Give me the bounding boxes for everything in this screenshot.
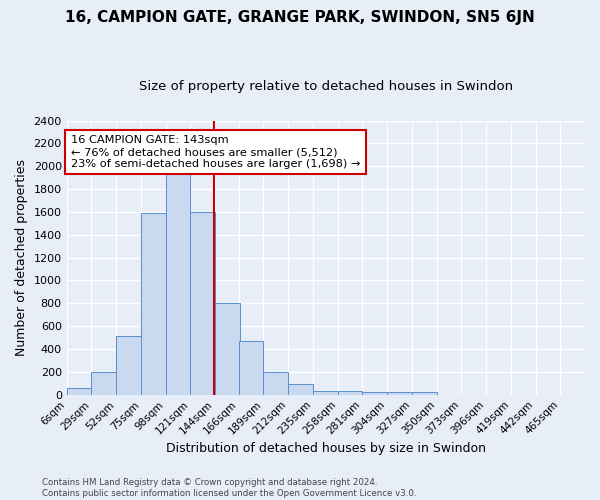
Bar — [263, 372, 288, 394]
Bar — [166, 172, 190, 394]
X-axis label: Distribution of detached houses by size in Swindon: Distribution of detached houses by size … — [166, 442, 486, 455]
Text: Contains HM Land Registry data © Crown copyright and database right 2024.
Contai: Contains HM Land Registry data © Crown c… — [42, 478, 416, 498]
Bar — [91, 372, 116, 394]
Bar — [116, 336, 141, 394]
Bar — [412, 392, 437, 394]
Y-axis label: Number of detached properties: Number of detached properties — [15, 159, 28, 356]
Bar — [313, 390, 338, 394]
Bar — [362, 392, 387, 394]
Bar — [190, 212, 215, 394]
Text: 16, CAMPION GATE, GRANGE PARK, SWINDON, SN5 6JN: 16, CAMPION GATE, GRANGE PARK, SWINDON, … — [65, 10, 535, 25]
Bar — [141, 213, 166, 394]
Bar — [67, 388, 91, 394]
Title: Size of property relative to detached houses in Swindon: Size of property relative to detached ho… — [139, 80, 513, 93]
Bar — [239, 341, 263, 394]
Bar — [215, 304, 240, 394]
Bar — [338, 390, 362, 394]
Text: 16 CAMPION GATE: 143sqm
← 76% of detached houses are smaller (5,512)
23% of semi: 16 CAMPION GATE: 143sqm ← 76% of detache… — [71, 136, 361, 168]
Bar — [288, 384, 313, 394]
Bar — [387, 392, 412, 394]
